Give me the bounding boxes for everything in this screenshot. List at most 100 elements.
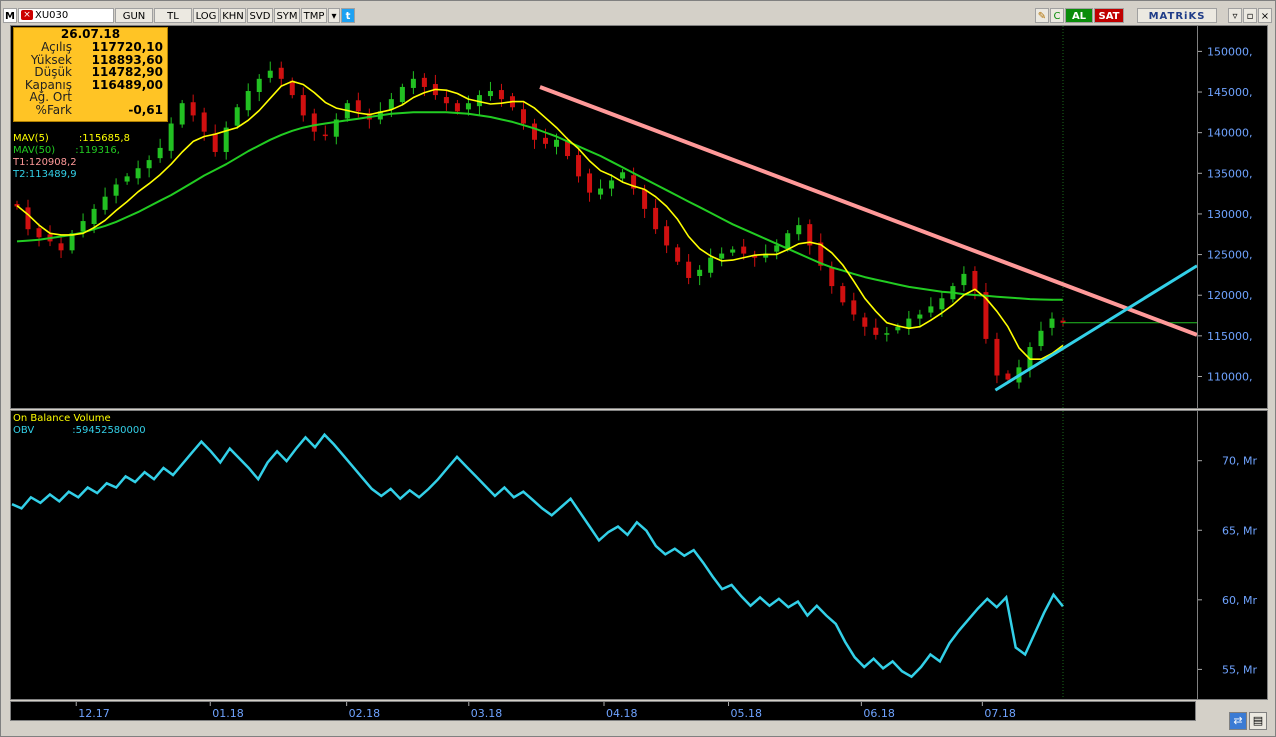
candle-body bbox=[994, 338, 1000, 376]
candle-body bbox=[675, 247, 681, 262]
app-logo[interactable]: M bbox=[3, 7, 17, 23]
candle-body bbox=[278, 67, 284, 79]
candle-body bbox=[355, 100, 361, 112]
candle-body bbox=[300, 95, 306, 116]
date-tick-label: 04.18 bbox=[606, 707, 638, 720]
twitter-icon[interactable]: t bbox=[341, 7, 355, 23]
candle-body bbox=[708, 257, 714, 273]
sync-icon[interactable]: ⇄ bbox=[1229, 712, 1247, 730]
price-tick-label: 120000, bbox=[1207, 289, 1253, 302]
minimize-icon[interactable]: ▿ bbox=[1228, 7, 1242, 23]
restore-icon[interactable]: ▫ bbox=[1243, 7, 1257, 23]
candle-body bbox=[146, 160, 152, 169]
khn-button[interactable]: KHN bbox=[220, 7, 246, 23]
candle-body bbox=[212, 133, 218, 152]
close-icon[interactable]: × bbox=[21, 10, 33, 20]
sell-button[interactable]: SAT bbox=[1094, 7, 1124, 23]
candle-body bbox=[245, 91, 251, 111]
obv-pane[interactable] bbox=[10, 410, 1198, 700]
candle-body bbox=[201, 112, 207, 132]
info-row: %Fark -0,61 bbox=[35, 102, 163, 117]
candle-body bbox=[983, 292, 989, 339]
candle-body bbox=[686, 261, 692, 278]
chevron-down-icon[interactable]: ▾ bbox=[328, 7, 340, 23]
trendline-t1 bbox=[539, 85, 1197, 337]
candle-body bbox=[80, 221, 86, 232]
price-pane[interactable] bbox=[10, 25, 1198, 409]
info-row: Kapanış 116489,00 bbox=[24, 77, 163, 92]
mav50-line bbox=[16, 111, 1064, 301]
refresh-icon[interactable]: C bbox=[1050, 7, 1064, 23]
date-axis: 12.17 01.18 02.18 03.18 04.18 05.18 06.18 07.18 bbox=[10, 701, 1196, 721]
svd-button[interactable]: SVD bbox=[247, 7, 273, 23]
obv-legend: On Balance Volume OBV:59452580000 bbox=[13, 413, 146, 437]
date-tick-label: 06.18 bbox=[863, 707, 895, 720]
obv-label: OBV bbox=[13, 425, 35, 436]
candle-body bbox=[157, 147, 163, 159]
toolbar: M × XU030 GUN TL LOG KHN SVD SYM TMP ▾ t … bbox=[3, 6, 1273, 24]
info-row: Düşük 114782,90 bbox=[34, 65, 163, 79]
pencil-icon[interactable]: ✎ bbox=[1035, 7, 1049, 23]
candle-body bbox=[487, 91, 493, 97]
candle-body bbox=[631, 175, 637, 189]
log-button[interactable]: LOG bbox=[193, 7, 219, 23]
period-button[interactable]: GUN bbox=[115, 7, 153, 23]
candle-body bbox=[906, 318, 912, 329]
candle-body bbox=[388, 99, 394, 110]
currency-button[interactable]: TL bbox=[154, 7, 192, 23]
buy-button[interactable]: AL bbox=[1065, 7, 1093, 23]
candle-body bbox=[972, 270, 978, 291]
price-tick-label: 140000, bbox=[1207, 127, 1253, 140]
candle-body bbox=[267, 70, 273, 78]
candle-body bbox=[135, 168, 141, 179]
candle-body bbox=[465, 103, 471, 110]
settings-icon[interactable]: ▤ bbox=[1249, 712, 1267, 730]
candle-body bbox=[598, 188, 604, 195]
template-button[interactable]: TMP bbox=[301, 7, 327, 23]
candle-body bbox=[928, 306, 934, 313]
candle-body bbox=[818, 242, 824, 266]
candle-body bbox=[895, 326, 901, 331]
candle-body bbox=[620, 172, 626, 179]
obv-chart[interactable] bbox=[11, 411, 1197, 699]
symbol-label: XU030 bbox=[35, 9, 69, 21]
candle-body bbox=[730, 249, 736, 253]
price-tick-label: 125000, bbox=[1207, 249, 1253, 262]
candle-body bbox=[531, 123, 537, 140]
candle-body bbox=[102, 196, 108, 210]
price-chart[interactable] bbox=[11, 26, 1197, 408]
candle-body bbox=[113, 184, 119, 196]
candle-body bbox=[1027, 347, 1033, 369]
candle-body bbox=[774, 245, 780, 252]
symbol-field[interactable]: × XU030 bbox=[18, 7, 114, 23]
trendline-t2 bbox=[994, 264, 1197, 392]
candle-body bbox=[25, 207, 31, 230]
info-row: Ağ. Ort bbox=[29, 90, 72, 104]
indicator-legend: MAV(5):115685,8 MAV(50):119316, T1:12090… bbox=[13, 133, 130, 181]
price-axis: 150000, 145000, 140000, 135000, 130000, 12500… bbox=[1197, 25, 1268, 409]
candle-body bbox=[399, 86, 405, 103]
info-row: Yüksek 118893,60 bbox=[30, 52, 163, 67]
candle-body bbox=[884, 333, 890, 335]
price-tick-label: 110000, bbox=[1207, 370, 1253, 383]
candle-body bbox=[421, 77, 427, 87]
sym-button[interactable]: SYM bbox=[274, 7, 300, 23]
candle-body bbox=[565, 140, 571, 157]
t1-label: T1:120908,2 bbox=[13, 157, 77, 168]
mav50-label: MAV(50) bbox=[13, 145, 56, 156]
brand-logo: MATRiKS bbox=[1137, 7, 1217, 23]
candle-body bbox=[311, 113, 317, 132]
candle-body bbox=[333, 119, 339, 137]
candle-body bbox=[840, 286, 846, 303]
candle-body bbox=[1060, 320, 1066, 323]
close-window-icon[interactable]: × bbox=[1258, 7, 1272, 23]
candle-body bbox=[763, 253, 769, 258]
candle-body bbox=[642, 189, 648, 209]
mav50-value: :119316, bbox=[75, 145, 120, 156]
candle-body bbox=[697, 269, 703, 277]
t2-label: T2:113489,9 bbox=[13, 169, 77, 180]
obv-axis: 70, Mr 65, Mr 60, Mr 55, Mr bbox=[1197, 410, 1268, 700]
obv-tick-label: 55, Mr bbox=[1222, 663, 1257, 676]
date-tick-label: 03.18 bbox=[471, 707, 503, 720]
